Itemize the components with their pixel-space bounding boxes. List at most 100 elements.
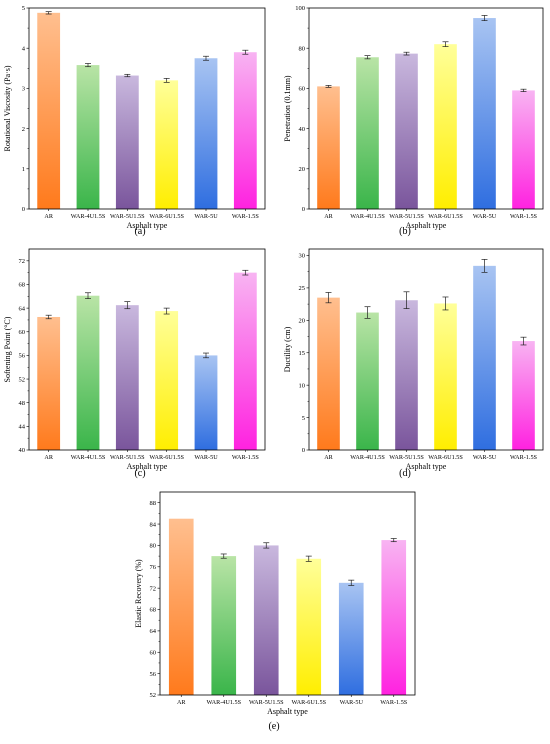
y-tick-label: 60 bbox=[150, 649, 157, 656]
x-axis-title: Asphalt type bbox=[267, 707, 308, 716]
y-tick-label: 72 bbox=[150, 585, 157, 592]
y-tick-label: 20 bbox=[299, 318, 306, 325]
plot-frame bbox=[308, 248, 544, 451]
y-tick-label: 0 bbox=[22, 206, 25, 213]
bar-WAR-1.5S bbox=[381, 540, 407, 695]
bar-WAR-5U1.5S bbox=[395, 300, 418, 450]
panel-label: (e) bbox=[268, 721, 279, 732]
bar-AR bbox=[37, 316, 61, 450]
y-tick-label: 44 bbox=[19, 424, 26, 431]
y-tick-label: 80 bbox=[150, 543, 157, 550]
y-axis-title: Ductility (cm) bbox=[283, 326, 292, 372]
y-tick-label: 25 bbox=[299, 285, 306, 292]
plot-frame bbox=[159, 491, 416, 696]
bar-WAR-6U1.5S bbox=[155, 80, 179, 209]
y-tick-label: 2 bbox=[22, 126, 25, 133]
bar-AR bbox=[168, 518, 194, 695]
y-tick-label: 68 bbox=[150, 607, 157, 614]
bar-AR bbox=[317, 86, 340, 209]
y-tick-label: 64 bbox=[150, 628, 157, 635]
y-tick-label: 3 bbox=[22, 86, 25, 93]
plot-frame bbox=[28, 7, 266, 210]
bar-WAR-5U1.5S bbox=[395, 53, 418, 209]
x-tick-label: WAR-5U bbox=[473, 454, 497, 461]
bar-AR bbox=[317, 297, 340, 450]
x-axis-title: Asphalt type bbox=[406, 221, 447, 230]
x-tick-label: WAR-1.5S bbox=[232, 213, 260, 220]
y-axis-title: Elastic Recovery (%) bbox=[134, 559, 143, 628]
y-tick-label: 64 bbox=[19, 305, 26, 312]
y-tick-label: 0 bbox=[302, 206, 305, 213]
bar-WAR-1.5S bbox=[233, 52, 257, 209]
y-tick-label: 84 bbox=[150, 521, 157, 528]
bar-AR bbox=[37, 12, 61, 209]
bar-WAR-5U1.5S bbox=[115, 75, 139, 209]
x-tick-label: WAR-6U1.5S bbox=[428, 454, 463, 461]
panel-label: (a) bbox=[134, 226, 145, 237]
x-tick-label: AR bbox=[44, 213, 53, 220]
y-axis-title: Rotational Viscosity (Pa·s) bbox=[3, 65, 12, 151]
bar-WAR-5U bbox=[194, 355, 218, 450]
panel-label: (c) bbox=[134, 468, 145, 479]
y-tick-label: 1 bbox=[22, 166, 25, 173]
x-tick-label: WAR-5U bbox=[194, 454, 218, 461]
y-tick-label: 60 bbox=[299, 86, 306, 93]
y-tick-label: 56 bbox=[19, 353, 26, 360]
x-tick-label: WAR-5U1.5S bbox=[110, 454, 145, 461]
plot-frame bbox=[28, 248, 266, 451]
x-axis-title: Asphalt type bbox=[127, 221, 168, 230]
chart-panel-e: AR WAR-4U1.5S WAR-5U1.5S WAR-6U1.5S WAR-5U WA… bbox=[134, 491, 416, 732]
chart-panel-b: AR WAR-4U1.5S WAR-5U1.5S WAR-6U1.5S WAR-5U WA… bbox=[283, 5, 544, 237]
y-axis-title: Penetration (0.1mm) bbox=[283, 75, 292, 142]
x-tick-label: AR bbox=[324, 454, 333, 461]
y-tick-label: 56 bbox=[150, 671, 157, 678]
x-tick-label: AR bbox=[324, 213, 333, 220]
y-tick-label: 80 bbox=[299, 45, 306, 52]
x-tick-label: WAR-5U1.5S bbox=[110, 213, 145, 220]
bar-WAR-5U bbox=[473, 265, 496, 450]
plot-frame bbox=[308, 7, 544, 210]
bar-WAR-5U bbox=[194, 58, 218, 209]
x-axis-title: Asphalt type bbox=[127, 462, 168, 471]
y-tick-label: 15 bbox=[299, 350, 306, 357]
x-tick-label: WAR-5U1.5S bbox=[389, 213, 424, 220]
y-tick-label: 52 bbox=[150, 692, 157, 699]
x-tick-label: WAR-5U1.5S bbox=[249, 699, 284, 706]
bar-WAR-4U1.5S bbox=[76, 295, 100, 450]
bar-WAR-4U1.5S bbox=[356, 57, 379, 210]
bar-WAR-4U1.5S bbox=[76, 65, 100, 209]
y-tick-label: 100 bbox=[295, 5, 305, 12]
x-tick-label: WAR-6U1.5S bbox=[149, 213, 184, 220]
x-tick-label: WAR-1.5S bbox=[380, 699, 408, 706]
x-tick-label: WAR-6U1.5S bbox=[291, 699, 326, 706]
bar-WAR-4U1.5S bbox=[356, 312, 379, 450]
y-tick-label: 40 bbox=[19, 447, 26, 454]
panel-label: (b) bbox=[399, 226, 411, 237]
y-tick-label: 72 bbox=[19, 258, 26, 265]
y-tick-label: 20 bbox=[299, 166, 306, 173]
panel-label: (d) bbox=[399, 468, 411, 479]
bar-WAR-1.5S bbox=[512, 90, 535, 209]
x-tick-label: WAR-5U bbox=[194, 213, 218, 220]
x-tick-label: WAR-4U1.5S bbox=[350, 454, 385, 461]
x-tick-label: WAR-4U1.5S bbox=[71, 454, 106, 461]
bar-WAR-6U1.5S bbox=[155, 311, 179, 450]
x-tick-label: AR bbox=[44, 454, 53, 461]
x-tick-label: WAR-5U bbox=[340, 699, 364, 706]
x-tick-label: WAR-6U1.5S bbox=[428, 213, 463, 220]
bar-WAR-6U1.5S bbox=[296, 558, 322, 695]
x-axis-title: Asphalt type bbox=[406, 462, 447, 471]
chart-panel-d: AR WAR-4U1.5S WAR-5U1.5S WAR-6U1.5S WAR-5U WA… bbox=[283, 248, 544, 479]
bar-WAR-5U1.5S bbox=[115, 305, 139, 450]
chart-panel-c: AR WAR-4U1.5S WAR-5U1.5S WAR-6U1.5S WAR-5U WA… bbox=[3, 248, 266, 479]
y-tick-label: 30 bbox=[299, 253, 306, 260]
bar-WAR-5U1.5S bbox=[253, 545, 279, 695]
bar-WAR-4U1.5S bbox=[211, 556, 237, 695]
y-tick-label: 5 bbox=[302, 415, 305, 422]
chart-panel-a: AR WAR-4U1.5S WAR-5U1.5S WAR-6U1.5S WAR-5U WA… bbox=[3, 5, 266, 237]
y-tick-label: 0 bbox=[302, 447, 305, 454]
x-tick-label: WAR-1.5S bbox=[510, 213, 538, 220]
y-tick-label: 48 bbox=[19, 400, 26, 407]
x-tick-label: WAR-5U1.5S bbox=[389, 454, 424, 461]
